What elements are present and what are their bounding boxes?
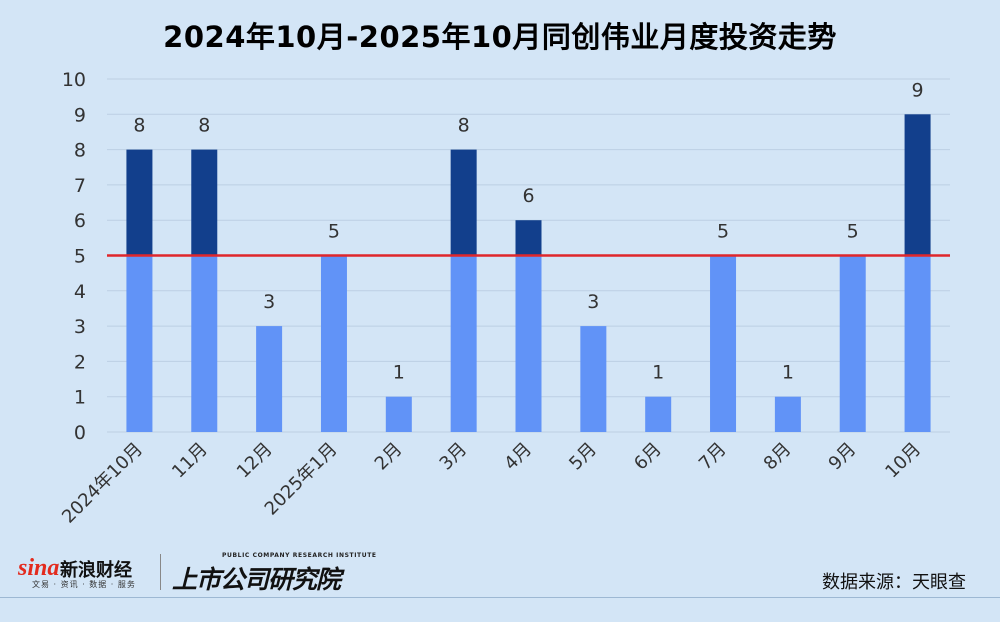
research-logo-chinese: 上市公司研究院	[172, 565, 341, 594]
footer-divider	[0, 597, 1000, 598]
bar	[580, 326, 607, 432]
data-labels: 8 8 3 5 1 8 6 3 1 5 1 5 9	[133, 79, 923, 383]
y-tick-label: 7	[74, 175, 86, 197]
bar	[385, 396, 412, 432]
x-tick-label: 6月	[630, 439, 666, 475]
x-tick-label: 5月	[565, 439, 601, 475]
data-label: 3	[587, 291, 599, 313]
data-label: 6	[522, 185, 534, 207]
data-label: 5	[717, 221, 729, 243]
bar	[450, 255, 477, 432]
data-label: 3	[263, 291, 275, 313]
bar	[256, 326, 283, 432]
bars	[126, 114, 931, 432]
bar	[839, 255, 866, 432]
bar	[191, 255, 218, 432]
bar	[710, 255, 737, 432]
x-tick-label: 11月	[168, 439, 212, 483]
x-tick-label: 10月	[881, 439, 925, 483]
data-label: 8	[198, 115, 210, 137]
bar-above-reference	[191, 149, 218, 256]
y-tick-label: 2	[74, 351, 86, 373]
data-label: 9	[912, 79, 924, 101]
logo-divider	[160, 554, 161, 590]
bar-above-reference	[450, 149, 477, 256]
x-tick-label: 2月	[371, 439, 407, 475]
research-logo-english: PUBLIC COMPANY RESEARCH INSTITUTE	[222, 552, 377, 559]
sina-logo-tagline: 文易 · 资讯 · 数据 · 服务	[32, 580, 136, 589]
sina-finance-logo: sina 新浪财经 文易 · 资讯 · 数据 · 服务	[18, 553, 148, 593]
sina-logo-name: 新浪财经	[60, 560, 132, 581]
bar-above-reference	[126, 149, 153, 256]
chart-title: 2024年10月-2025年10月同创伟业月度投资走势	[163, 20, 837, 54]
x-tick-label: 9月	[825, 439, 861, 475]
x-tick-label: 12月	[233, 439, 277, 483]
data-source: 数据来源：天眼查	[822, 572, 966, 593]
data-label: 5	[328, 221, 340, 243]
bar-chart: 0 1 2 3 4 5 6 7 8 9 10 8 8 3 5 1 8 6 3 1 5 1 5 9 2024年10月 11月 12…	[58, 69, 950, 528]
data-label: 8	[458, 115, 470, 137]
bar-above-reference	[904, 114, 931, 256]
data-label: 5	[847, 221, 859, 243]
bar	[126, 255, 153, 432]
y-tick-label: 8	[74, 140, 86, 162]
y-tick-label: 6	[74, 210, 86, 232]
y-tick-label: 10	[62, 69, 86, 91]
bar	[320, 255, 347, 432]
y-axis-ticks: 0 1 2 3 4 5 6 7 8 9 10	[62, 69, 86, 444]
x-tick-label: 8月	[760, 439, 796, 475]
y-tick-label: 1	[74, 387, 86, 409]
x-tick-label: 7月	[695, 439, 731, 475]
sina-logo-word: sina	[18, 555, 60, 581]
research-institute-logo: PUBLIC COMPANY RESEARCH INSTITUTE 上市公司研究…	[172, 552, 376, 594]
bar-above-reference	[515, 220, 542, 256]
bar	[515, 255, 542, 432]
data-label: 1	[393, 362, 405, 384]
y-tick-label: 0	[74, 422, 86, 444]
x-tick-label: 4月	[500, 439, 536, 475]
y-tick-label: 9	[74, 104, 86, 126]
x-tick-label: 3月	[436, 439, 472, 475]
y-tick-label: 3	[74, 316, 86, 338]
bar	[645, 396, 672, 432]
data-label: 1	[652, 362, 664, 384]
y-tick-label: 4	[74, 281, 86, 303]
x-tick-label: 2024年10月	[58, 439, 147, 528]
data-label: 1	[782, 362, 794, 384]
bar	[904, 255, 931, 432]
data-label: 8	[133, 115, 145, 137]
y-tick-label: 5	[74, 246, 86, 268]
bar	[774, 396, 801, 432]
